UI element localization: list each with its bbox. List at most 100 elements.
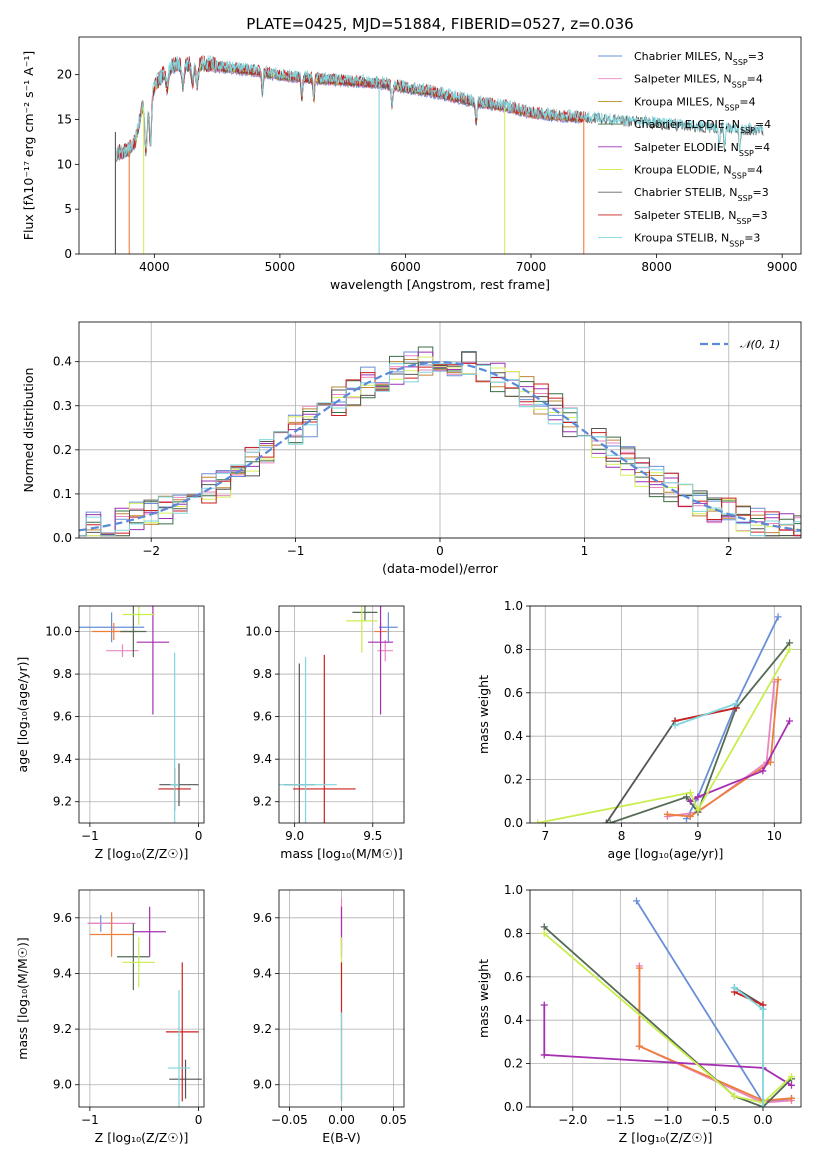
- y-tick-label: 10.0: [245, 625, 272, 639]
- mass-weight-marker: [694, 806, 702, 814]
- x-axis-label: Z [log₁₀(Z/Z☉)]: [95, 846, 189, 861]
- x-tick-label: 8000: [641, 260, 672, 274]
- y-axis-label: mass weight: [476, 675, 491, 754]
- mass-weight-marker: [759, 1005, 767, 1013]
- mass-weight-marker: [759, 767, 767, 775]
- legend-entry-name: Chabrier ELODIE, N: [634, 118, 740, 131]
- plot-area: [87, 906, 202, 1107]
- mass-weight-marker: [540, 1001, 548, 1009]
- legend-entry-subscript: SSP: [724, 103, 739, 112]
- legend-entry-count: =4: [747, 164, 763, 177]
- y-tick-label: 0.2: [504, 1057, 523, 1071]
- chart-spectrum: 4000 5000 6000 7000 8000 9000 0 5 10 15 20 waveleng…: [21, 36, 802, 292]
- legend-entry-name: Chabrier STELIB, N: [634, 186, 738, 199]
- mass-weight-line: [537, 648, 791, 823]
- chart-age_vs_mass: 9.0 9.5 9.2 9.4 9.6 9.8 10.0 mass [log₁₀(M/M☉)]: [245, 605, 405, 861]
- legend-entry-count: =4: [747, 73, 763, 86]
- legend-entry: Salpeter MILES, NSSP=4: [634, 73, 763, 90]
- mass-weight-marker: [632, 897, 640, 905]
- x-tick-label: 9.5: [363, 829, 382, 843]
- legend-entry: Salpeter ELODIE, NSSP=4: [634, 141, 770, 158]
- plot-area: [79, 606, 199, 823]
- legend-entry: Kroupa STELIB, NSSP=3: [634, 232, 760, 249]
- y-tick-label: 9.2: [253, 1022, 272, 1036]
- legend-entry-subscript: SSP: [738, 194, 753, 203]
- y-tick-label: 0.4: [53, 355, 72, 369]
- legend-entry: Chabrier ELODIE, NSSP=4: [634, 118, 771, 135]
- mass-weight-marker: [730, 984, 738, 992]
- y-tick-label: 9.8: [253, 667, 272, 681]
- y-tick-label: 0.2: [53, 443, 72, 457]
- mass-weight-marker: [663, 810, 671, 818]
- legend-entry: Salpeter STELIB, NSSP=3: [634, 209, 768, 226]
- y-axis-label: Flux [fλ10⁻¹⁷ erg cm⁻² s⁻¹ A⁻¹]: [21, 51, 36, 240]
- y-tick-label: 15: [57, 112, 72, 126]
- x-axis-label: E(B-V): [322, 1130, 361, 1145]
- y-tick-label: 9.6: [53, 911, 72, 925]
- x-tick-label: 9: [694, 829, 702, 843]
- mass-weight-line: [543, 932, 793, 1104]
- mass-weight-marker: [694, 793, 702, 801]
- axes-frame: [78, 36, 802, 255]
- legend-entry-count: =4: [754, 141, 770, 154]
- plot-area: [279, 606, 398, 823]
- x-tick-label: −0.5: [701, 1113, 730, 1127]
- mass-weight-line: [543, 1005, 792, 1087]
- x-axis-label: wavelength [Angstrom, rest frame]: [330, 277, 550, 292]
- legend-entry-name: Kroupa ELODIE, N: [634, 164, 732, 177]
- mass-weight-marker: [787, 1073, 795, 1081]
- y-tick-label: 9.0: [53, 1078, 72, 1092]
- y-tick-label: 9.4: [53, 752, 72, 766]
- y-tick-label: 0.3: [53, 399, 72, 413]
- y-tick-label: 0.4: [504, 1013, 523, 1027]
- y-tick-label: 0.2: [504, 773, 523, 787]
- axes-frame: [278, 605, 405, 824]
- mass-weight-marker: [732, 700, 740, 708]
- mass-weight-marker: [786, 645, 794, 653]
- axes-frame: [529, 605, 802, 824]
- legend-entry-count: =3: [744, 232, 760, 245]
- legend-entry: Kroupa ELODIE, NSSP=4: [634, 164, 763, 181]
- y-tick-label: 0.8: [504, 642, 523, 656]
- figure-title: PLATE=0425, MJD=51884, FIBERID=0527, z=0…: [246, 15, 633, 33]
- axes-frame: [278, 889, 405, 1108]
- chart-weight_vs_Z: −2.0 −1.5 −1.0 −0.5 0.0 0.0 0.2 0.4 0.6 0.8 1.0 Z […: [476, 883, 802, 1145]
- legend-entry-subscript: SSP: [733, 58, 748, 67]
- y-tick-label: 0.0: [504, 1100, 523, 1114]
- mass-weight-marker: [682, 793, 690, 801]
- y-tick-label: 0.6: [504, 686, 523, 700]
- legend-entry-subscript: SSP: [732, 80, 747, 89]
- y-axis-label: mass [log₁₀(M/M☉)]: [15, 937, 30, 1059]
- mass-weight-marker: [787, 1094, 795, 1102]
- x-tick-label: −2.0: [558, 1113, 587, 1127]
- mass-weight-marker: [787, 1081, 795, 1089]
- x-tick-label: −1: [81, 1113, 99, 1127]
- y-tick-label: 9.2: [53, 1022, 72, 1036]
- x-tick-label: 2: [725, 544, 733, 558]
- legend-entry-count: =3: [748, 50, 764, 63]
- x-tick-label: 0: [195, 1113, 203, 1127]
- y-tick-label: 9.4: [253, 966, 272, 980]
- legend-entry-name: Salpeter MILES, N: [634, 73, 732, 86]
- legend-entry-name: Kroupa STELIB, N: [634, 232, 729, 245]
- x-tick-label: 9000: [767, 260, 798, 274]
- legend-entry-name: Chabrier MILES, N: [634, 50, 733, 63]
- y-axis-label: age [log₁₀(age/yr)]: [15, 657, 30, 773]
- mass-weight-marker: [540, 923, 548, 931]
- legend-entry: Kroupa MILES, NSSP=4: [634, 95, 756, 112]
- mass-weight-line: [685, 616, 779, 820]
- x-tick-label: 1: [581, 544, 589, 558]
- legend-entry-subscript: SSP: [736, 216, 751, 225]
- plot-area: [540, 897, 795, 1107]
- x-tick-label: 0.05: [380, 1113, 407, 1127]
- x-axis-label: Z [log₁₀(Z/Z☉)]: [95, 1130, 189, 1145]
- y-tick-label: 0.6: [504, 970, 523, 984]
- x-tick-label: 0: [195, 829, 203, 843]
- x-tick-label: 9.0: [285, 829, 304, 843]
- legend-entry: Chabrier STELIB, NSSP=3: [634, 186, 769, 203]
- axes-frame: [78, 321, 802, 539]
- mass-weight-line: [674, 702, 737, 727]
- axes-frame: [529, 889, 802, 1108]
